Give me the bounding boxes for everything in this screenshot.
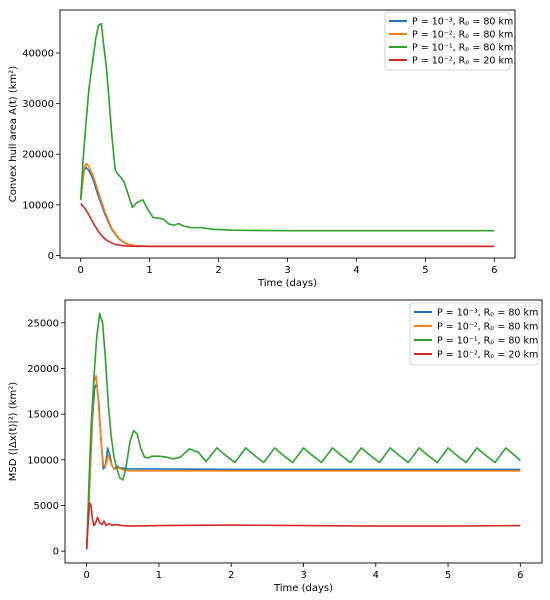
series-line-4: [85, 501, 521, 550]
legend-box: [384, 11, 511, 71]
y-tick-label: 15000: [27, 410, 59, 421]
x-axis-label: Time (days): [273, 583, 333, 594]
x-axis-label: Time (days): [257, 278, 317, 289]
x-tick-label: 5: [445, 570, 451, 581]
x-tick-label: 0: [83, 570, 89, 581]
x-tick-label: 4: [353, 265, 359, 276]
y-tick-label: 0: [48, 251, 54, 262]
chart-1: 0 1 2 3 4 5 6 0 10000 20000 30000 40000 Time (days) C…: [8, 9, 516, 289]
legend-label-1: P = 10⁻³, Rₚ = 80 km: [412, 17, 513, 28]
y-tick-label: 30000: [22, 99, 54, 110]
y-tick-label: 5000: [34, 501, 59, 512]
series-line-3: [79, 22, 495, 232]
legend-label-4: P = 10⁻², Rₚ = 20 km: [412, 56, 513, 67]
legend-label-2: P = 10⁻², Rₚ = 80 km: [437, 322, 538, 333]
chart-2: 0 1 2 3 4 5 6 0 5000 10000 15000 20000 25000 Time (da…: [8, 299, 543, 594]
series-line-2: [85, 375, 521, 550]
x-tick-label: 2: [215, 265, 221, 276]
legend-label-3: P = 10⁻¹, Rₚ = 80 km: [437, 336, 538, 347]
legend-box: [409, 302, 539, 366]
x-tick-label: 2: [228, 570, 234, 581]
series-line-4: [80, 203, 495, 248]
y-axis-label: Convex hull area A(t) (km²): [8, 66, 19, 203]
x-tick-label: 1: [146, 265, 152, 276]
y-tick-label: 10000: [27, 455, 59, 466]
x-tick-label: 3: [284, 265, 290, 276]
y-tick-label: 40000: [22, 49, 54, 60]
x-tick-label: 0: [77, 265, 83, 276]
y-axis-label: MSD ⟨|Δx(t)|²⟩ (km²): [8, 382, 19, 482]
series-line-1: [79, 166, 495, 248]
y-tick-label: 25000: [27, 318, 59, 329]
x-tick-label: 3: [300, 570, 306, 581]
x-tick-label: 6: [491, 265, 497, 276]
legend-label-3: P = 10⁻¹, Rₚ = 80 km: [412, 43, 513, 54]
series-line-3: [85, 312, 521, 550]
y-tick-label: 10000: [22, 200, 54, 211]
x-tick-label: 1: [156, 570, 162, 581]
series-line-1: [85, 382, 521, 550]
legend: P = 10⁻³, Rₚ = 80 km P = 10⁻², Rₚ = 80 km…: [409, 302, 539, 366]
x-tick-label: 5: [422, 265, 428, 276]
y-tick-label: 20000: [27, 364, 59, 375]
legend-label-2: P = 10⁻², Rₚ = 80 km: [412, 30, 513, 41]
x-tick-label: 4: [373, 570, 379, 581]
x-tick-label: 6: [517, 570, 523, 581]
series-line-2: [79, 163, 495, 248]
y-tick-label: 0: [53, 547, 59, 558]
legend: P = 10⁻³, Rₚ = 80 km P = 10⁻², Rₚ = 80 km…: [384, 11, 513, 71]
y-tick-label: 20000: [22, 150, 54, 161]
legend-label-1: P = 10⁻³, Rₚ = 80 km: [437, 308, 538, 319]
legend-label-4: P = 10⁻², Rₚ = 20 km: [437, 350, 538, 361]
